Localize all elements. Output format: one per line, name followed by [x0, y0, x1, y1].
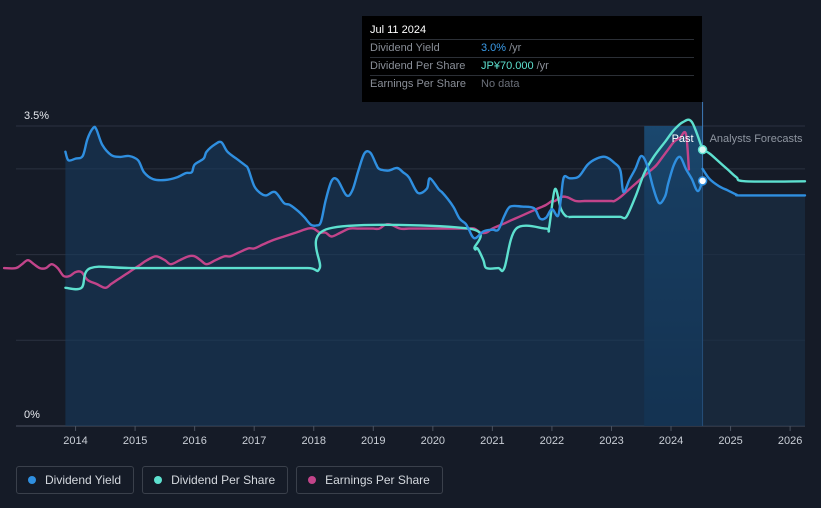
- x-tick-label: 2024: [659, 435, 683, 447]
- dividend-chart: 3.5% 0% 2014 2015 2016 2017 2018 2019 2020 2021 20…: [2, 102, 807, 447]
- x-tick-label: 2025: [718, 435, 742, 447]
- dividend-yield-line: [64, 125, 704, 240]
- area-layer: [65, 126, 805, 426]
- past-label: Past: [672, 133, 694, 145]
- tooltip-value: JP¥70.000: [481, 60, 534, 72]
- legend-label: Dividend Per Share: [171, 473, 276, 487]
- dividend-yield-forecast-area: [702, 168, 805, 426]
- tooltip-row-dividend-per-share: Dividend Per Share JP¥70.000 /yr: [370, 58, 694, 76]
- tooltip-value: 3.0%: [481, 42, 507, 54]
- series-layer: [2, 118, 807, 291]
- legend-item-dividend-per-share[interactable]: Dividend Per Share: [142, 466, 289, 494]
- x-tick-label: 2021: [480, 435, 504, 447]
- legend-item-dividend-yield[interactable]: Dividend Yield: [16, 466, 135, 494]
- x-tick-label: 2023: [599, 435, 623, 447]
- x-tick-label: 2020: [421, 435, 445, 447]
- legend-dot-icon: [308, 476, 317, 484]
- x-tick-label: 2014: [63, 435, 87, 447]
- tooltip-value: No data: [481, 78, 520, 90]
- tooltip-date: Jul 11 2024: [370, 22, 694, 40]
- tooltip: Jul 11 2024 Dividend Yield 3.0% /yr Divi…: [362, 16, 702, 102]
- x-tick-label: 2017: [242, 435, 266, 447]
- analysts-forecasts-label: Analysts Forecasts: [710, 133, 803, 145]
- tooltip-row-dividend-yield: Dividend Yield 3.0% /yr: [370, 40, 694, 58]
- x-tick-label: 2022: [540, 435, 564, 447]
- legend-dot-icon: [154, 476, 163, 484]
- earnings-per-share-line: [2, 130, 691, 289]
- tooltip-row-earnings-per-share: Earnings Per Share No data: [370, 76, 694, 93]
- y-tick-label: 3.5%: [24, 110, 49, 122]
- marker-layer: [697, 144, 708, 186]
- x-tick-label: 2026: [778, 435, 802, 447]
- tooltip-unit: /yr: [536, 60, 549, 72]
- legend: Dividend Yield Dividend Per Share Earnin…: [16, 466, 443, 494]
- x-tick-label: 2018: [301, 435, 325, 447]
- tooltip-label: Dividend Yield: [370, 42, 440, 54]
- tooltip-unit: /yr: [509, 42, 522, 54]
- tooltip-label: Earnings Per Share: [370, 78, 466, 90]
- y-tick-label: 0%: [24, 409, 40, 421]
- dividend-per-share-marker: [697, 144, 708, 155]
- dividend-per-share-forecast-line: [701, 148, 807, 183]
- legend-dot-icon: [28, 476, 36, 484]
- x-tick-label: 2016: [182, 435, 206, 447]
- label-layer: 3.5% 0% 2014 2015 2016 2017 2018 2019 2020 2021 20…: [24, 110, 803, 447]
- legend-label: Earnings Per Share: [325, 473, 430, 487]
- legend-label: Dividend Yield: [45, 473, 122, 487]
- x-tick-label: 2015: [123, 435, 147, 447]
- dividend-yield-forecast-line: [701, 167, 807, 197]
- dividend-yield-marker: [697, 176, 708, 186]
- dividend-yield-area: [65, 126, 703, 426]
- dividend-per-share-line: [64, 118, 704, 291]
- legend-item-earnings-per-share[interactable]: Earnings Per Share: [296, 466, 443, 494]
- tooltip-label: Dividend Per Share: [370, 60, 466, 72]
- x-tick-label: 2019: [361, 435, 385, 447]
